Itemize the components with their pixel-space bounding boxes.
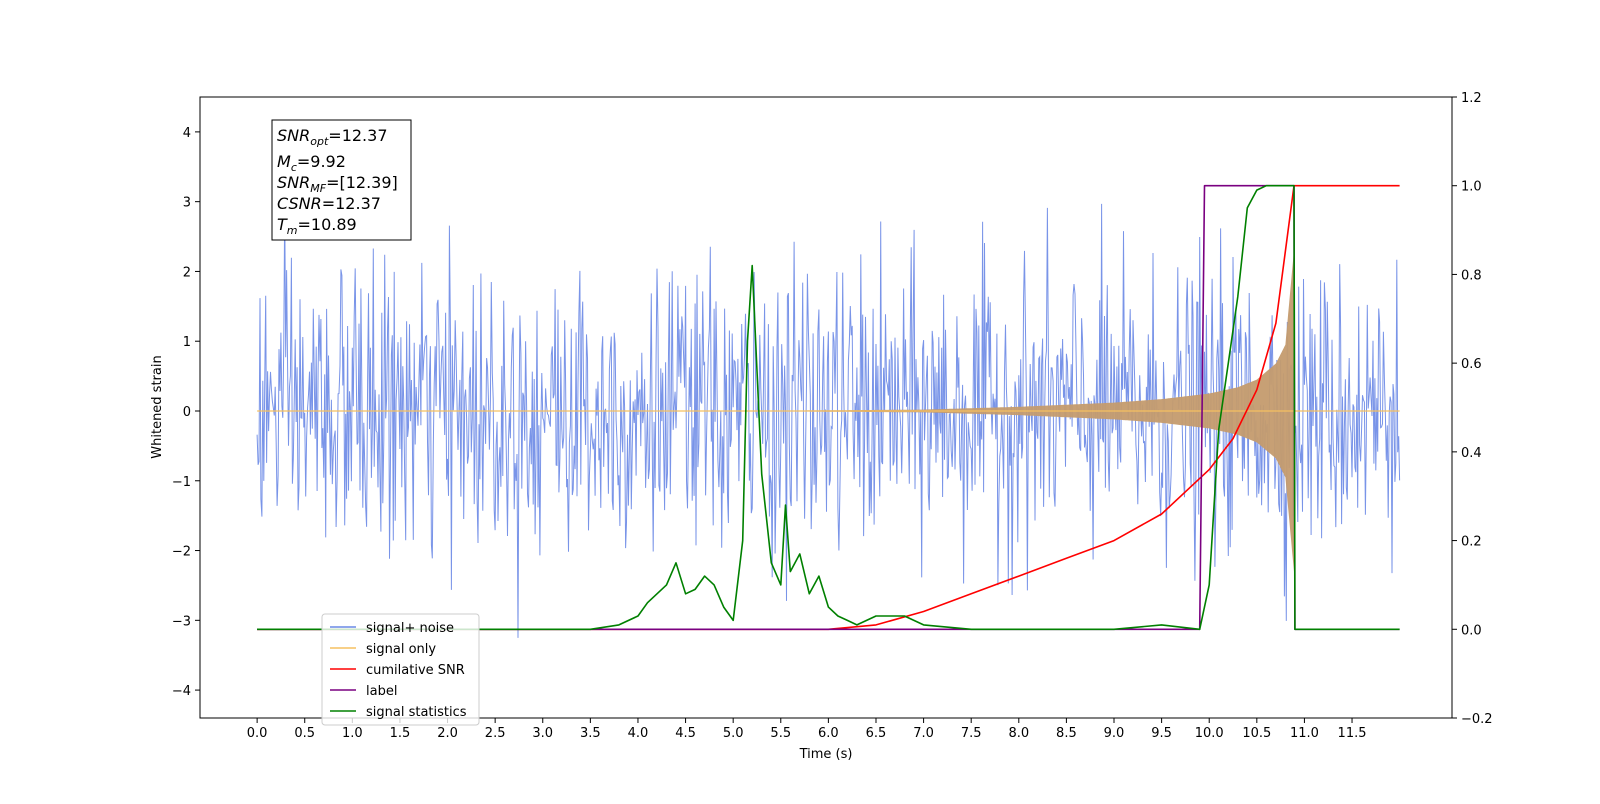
stats-box: SNRopt=12.37 Mc=9.92 SNRMF=[12.39] CSNR=… <box>271 119 412 241</box>
y2-tick-label: 1.0 <box>1461 180 1482 195</box>
legend-label: signal+ noise <box>366 621 454 636</box>
x-tick-label: 10.0 <box>1195 726 1224 741</box>
y-axis-right: 1.2 1.0 0.8 0.6 0.4 0.2 0.0 −0.2 <box>1452 91 1493 727</box>
y2-tick-label: 0.0 <box>1461 623 1482 638</box>
x-tick-label: 10.5 <box>1242 726 1271 741</box>
x-tick-label: 1.5 <box>390 726 411 741</box>
x-tick-label: 8.5 <box>1056 726 1077 741</box>
y2-tick-label: −0.2 <box>1461 712 1493 727</box>
plot-frame <box>199 96 1453 719</box>
cumilative-snr-line <box>257 184 1400 631</box>
x-tick-label: 11.5 <box>1338 726 1367 741</box>
x-tick-label: 2.0 <box>437 726 458 741</box>
x-tick-label: 6.0 <box>818 726 839 741</box>
x-tick-label: 9.0 <box>1104 726 1125 741</box>
y2-tick-label: 0.8 <box>1461 268 1482 283</box>
stats-snr-opt: SNRopt=12.37 <box>277 126 388 148</box>
x-axis: 0.0 0.5 1.0 1.5 2.0 2.5 3.0 3.5 4.0 4.5 5.0 5.5 6.0 6… <box>247 718 1367 741</box>
y-tick-label: 3 <box>183 196 191 211</box>
stats-box-frame <box>271 119 412 241</box>
y-tick-label: 0 <box>183 405 191 420</box>
y-tick-label: 4 <box>183 126 191 141</box>
x-tick-label: 5.5 <box>770 726 791 741</box>
legend-frame <box>321 613 480 726</box>
y-tick-label: −1 <box>172 475 191 490</box>
x-tick-label: 4.5 <box>675 726 696 741</box>
x-tick-label: 9.5 <box>1151 726 1172 741</box>
x-tick-label: 7.5 <box>961 726 982 741</box>
x-tick-label: 3.0 <box>532 726 553 741</box>
signal-only-series <box>257 250 1400 572</box>
y-tick-label: −2 <box>172 545 191 560</box>
x-tick-label: 8.0 <box>1008 726 1029 741</box>
x-tick-label: 1.0 <box>342 726 363 741</box>
stats-snr-mf: SNRMF=[12.39] <box>277 173 398 195</box>
y2-tick-label: 0.2 <box>1461 535 1482 550</box>
signal-statistics-line <box>257 184 1400 631</box>
x-tick-label: 2.5 <box>485 726 506 741</box>
stats-csnr: CSNR=12.37 <box>277 194 381 213</box>
x-tick-label: 0.0 <box>247 726 268 741</box>
x-tick-label: 6.5 <box>866 726 887 741</box>
y-axis-title: Whitened strain <box>150 355 165 458</box>
legend-label: signal only <box>366 642 436 657</box>
x-axis-title: Time (s) <box>799 747 853 762</box>
right-axis-series-group <box>257 184 1400 631</box>
x-tick-label: 0.5 <box>294 726 315 741</box>
x-tick-label: 3.5 <box>580 726 601 741</box>
x-tick-label: 5.0 <box>723 726 744 741</box>
y-tick-label: 2 <box>183 265 191 280</box>
x-tick-label: 7.0 <box>913 726 934 741</box>
y2-tick-label: 0.6 <box>1461 357 1482 372</box>
stats-mc: Mc=9.92 <box>277 152 346 174</box>
y2-tick-label: 1.2 <box>1461 91 1482 106</box>
legend-label: cumilative SNR <box>366 663 465 678</box>
x-tick-label: 4.0 <box>628 726 649 741</box>
y-tick-label: 1 <box>183 335 191 350</box>
legend: signal+ noise signal only cumilative SNR la… <box>321 613 480 726</box>
y-tick-label: −4 <box>172 684 191 699</box>
stats-tm: Tm=10.89 <box>277 215 357 237</box>
legend-label: signal statistics <box>366 705 467 720</box>
y2-tick-label: 0.4 <box>1461 446 1482 461</box>
x-tick-label: 11.0 <box>1290 726 1319 741</box>
y-tick-label: −3 <box>172 614 191 629</box>
y-axis-left: 4 3 2 1 0 −1 −2 −3 −4 <box>172 126 200 699</box>
legend-label: label <box>366 684 397 699</box>
